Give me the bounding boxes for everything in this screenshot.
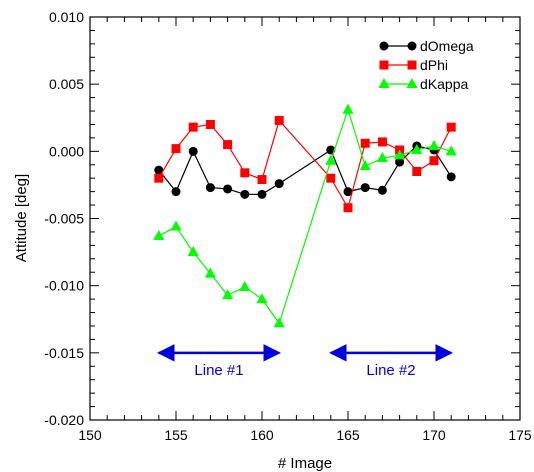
data-point — [446, 122, 456, 132]
data-point — [342, 103, 354, 114]
data-point — [187, 246, 199, 257]
legend-label: dPhi — [420, 57, 448, 73]
data-point — [446, 172, 456, 182]
series-line — [158, 145, 452, 195]
data-point — [274, 115, 284, 125]
legend-marker — [379, 41, 389, 51]
data-point — [205, 183, 215, 193]
data-point — [257, 175, 267, 185]
y-tick-label: 0.005 — [49, 76, 84, 92]
y-tick-label: 0.000 — [49, 143, 84, 159]
x-tick-label: 160 — [250, 427, 274, 443]
data-point — [376, 152, 388, 163]
data-point — [394, 149, 406, 160]
data-point — [377, 137, 387, 147]
data-point — [326, 173, 336, 183]
axis-tick-labels: 150 155 160 165 170 175 -0.020 -0.015 -0.010 -0.0… — [44, 9, 532, 443]
data-point — [257, 189, 267, 199]
legend-item: dKappa — [378, 76, 468, 92]
data-point — [205, 119, 215, 129]
data-point — [223, 184, 233, 194]
x-axis-title: # Image — [278, 455, 332, 472]
data-point — [240, 189, 250, 199]
data-point — [222, 289, 234, 300]
data-point — [412, 166, 422, 176]
axis-ticks — [89, 16, 521, 421]
data-point — [153, 229, 165, 240]
data-point — [188, 122, 198, 132]
annotation-label: Line #1 — [194, 362, 243, 379]
series-dphi — [154, 115, 456, 213]
data-point — [343, 203, 353, 213]
legend-marker — [407, 60, 417, 70]
y-tick-label: -0.010 — [44, 278, 84, 294]
data-point — [360, 183, 370, 193]
y-tick-label: 0.010 — [49, 9, 84, 25]
data-point — [428, 139, 440, 150]
data-point — [429, 156, 439, 166]
data-point — [256, 293, 268, 304]
data-point — [188, 146, 198, 156]
legend-item: dOmega — [379, 38, 474, 54]
series-dkappa — [153, 103, 457, 328]
data-point — [325, 154, 337, 165]
x-tick-label: 170 — [422, 427, 446, 443]
data-point — [360, 138, 370, 148]
legend-marker — [407, 41, 417, 51]
x-tick-label: 175 — [508, 427, 532, 443]
data-point — [359, 160, 371, 171]
line-annotations: Line #1 Line #2 — [157, 344, 453, 379]
data-point — [273, 317, 285, 328]
data-point — [395, 157, 405, 167]
y-tick-label: -0.015 — [44, 345, 84, 361]
data-point — [240, 168, 250, 178]
series-line — [158, 107, 452, 325]
y-axis-title: Attitude [deg] — [13, 174, 30, 262]
data-point — [171, 144, 181, 154]
legend-marker — [379, 60, 389, 70]
data-point — [170, 220, 182, 231]
legend-label: dKappa — [420, 76, 468, 92]
y-tick-label: -0.020 — [44, 412, 84, 428]
x-tick-label: 165 — [336, 427, 360, 443]
legend-label: dOmega — [420, 38, 474, 54]
x-tick-label: 155 — [164, 427, 188, 443]
data-point — [239, 281, 251, 292]
data-point — [411, 143, 423, 154]
x-tick-label: 150 — [78, 427, 102, 443]
data-point — [377, 185, 387, 195]
data-point — [274, 179, 284, 189]
data-point — [223, 140, 233, 150]
series-line — [158, 119, 452, 210]
data-point — [343, 187, 353, 197]
data-point — [171, 187, 181, 197]
legend: dOmega dPhi dKappa — [378, 38, 474, 92]
y-tick-label: -0.005 — [44, 211, 84, 227]
legend-marker — [406, 78, 418, 88]
data-point — [445, 145, 457, 156]
legend-item: dPhi — [379, 57, 448, 73]
data-point — [154, 165, 164, 175]
data-point — [154, 173, 164, 183]
annotation-label: Line #2 — [366, 362, 415, 379]
data-point — [204, 267, 216, 278]
data-series — [153, 103, 457, 328]
legend-marker — [378, 78, 390, 88]
